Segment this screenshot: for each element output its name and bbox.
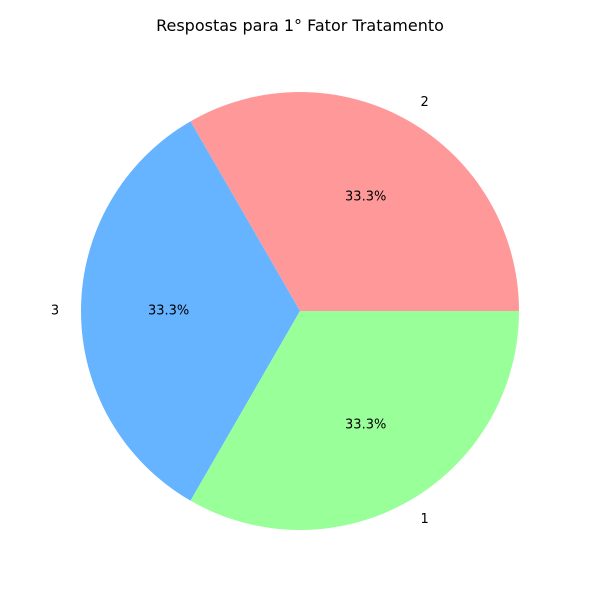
- chart-title: Respostas para 1° Fator Tratamento: [156, 16, 444, 35]
- pie-category-label-1: 1: [420, 512, 428, 527]
- pie-slice-2: [190, 92, 519, 311]
- pie-slice-3: [81, 121, 300, 501]
- pie-category-label-2: 2: [420, 95, 428, 110]
- pie-slices: [81, 92, 519, 530]
- pie-labels: 33.3% 2 33.3% 3 33.3% 1: [51, 95, 429, 527]
- pie-slice-1: [190, 311, 519, 530]
- pie-percent-label-1: 33.3%: [345, 417, 386, 432]
- pie-percent-label-3: 33.3%: [148, 304, 189, 319]
- pie-percent-label-2: 33.3%: [345, 190, 386, 205]
- pie-category-label-3: 3: [51, 304, 59, 319]
